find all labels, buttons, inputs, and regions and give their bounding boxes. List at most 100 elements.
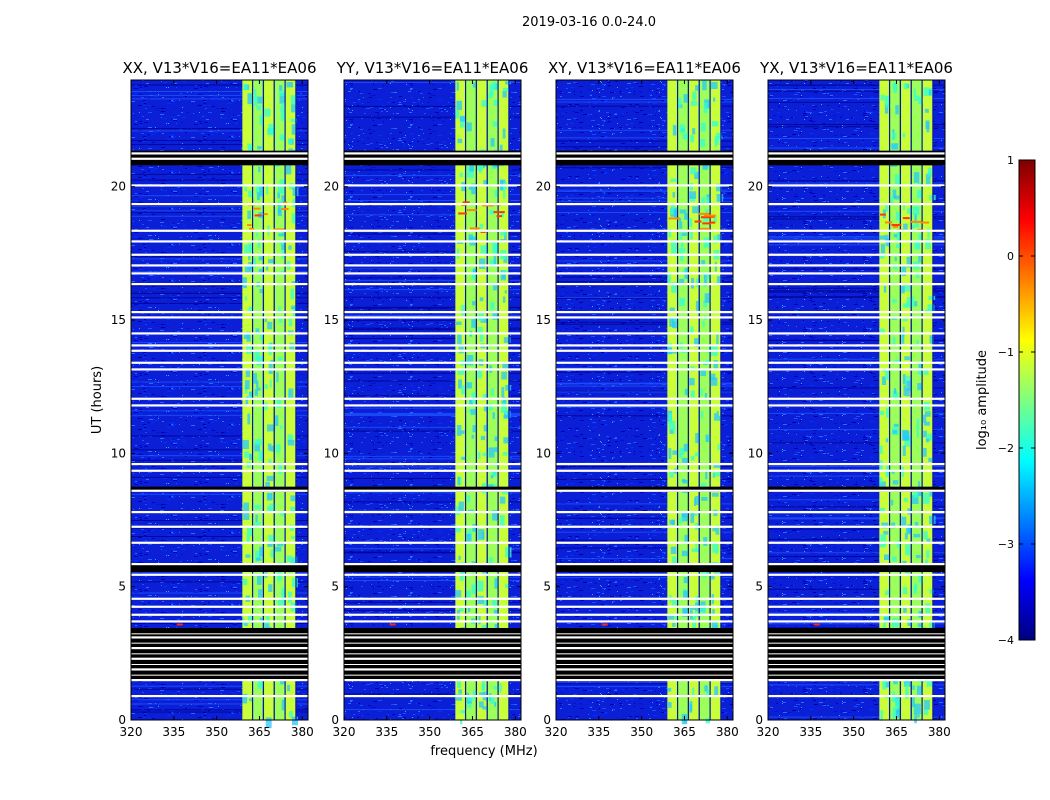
signal-texture [711, 620, 718, 629]
signal-texture [882, 680, 887, 690]
signal-texture [670, 546, 677, 554]
blank-row [556, 463, 733, 466]
signal-texture [270, 549, 275, 558]
rfi-streak [131, 128, 308, 130]
signal-texture [683, 590, 690, 599]
signal-texture [667, 271, 671, 283]
signal-texture [264, 567, 268, 578]
signal-texture [268, 534, 275, 545]
signal-texture [893, 387, 897, 394]
signal-texture [713, 464, 721, 468]
signal-texture [714, 686, 719, 697]
rfi-streak [344, 319, 521, 321]
signal-texture [255, 184, 260, 194]
signal-stripe [922, 80, 933, 720]
signal-texture [493, 255, 497, 267]
y-tick-label: 10 [536, 446, 551, 460]
signal-texture [255, 232, 259, 237]
signal-texture [481, 683, 485, 692]
signal-texture [917, 243, 920, 249]
blank-row [344, 657, 521, 660]
rfi-streak [344, 551, 521, 553]
rfi-streak [556, 558, 733, 560]
signal-texture [455, 694, 463, 701]
signal-texture [457, 138, 463, 144]
signal-texture [926, 675, 933, 687]
signal-texture [679, 452, 682, 458]
signal-texture [244, 186, 248, 192]
axes-frame [130, 79, 309, 721]
signal-texture [902, 132, 906, 138]
signal-texture [472, 82, 477, 88]
blank-row [768, 152, 945, 155]
rfi-streak [131, 622, 308, 624]
y-tick-label: 10 [111, 446, 126, 460]
signal-texture [246, 331, 251, 342]
hot-spot [480, 230, 486, 233]
x-tick-label: 350 [842, 725, 865, 739]
rfi-streak [344, 268, 521, 270]
rfi-streak [131, 271, 308, 273]
signal-texture [268, 123, 275, 135]
signal-texture [929, 491, 934, 497]
x-tick-label: 380 [504, 725, 527, 739]
colorbar-tick-label: −1 [998, 346, 1014, 359]
panel-yy: YY, V13*V16=EA11*EA06 320 335 350 365 380 0 5 10… [324, 59, 529, 739]
signal-texture [903, 203, 906, 210]
rfi-streak [344, 175, 521, 177]
signal-texture [248, 391, 253, 398]
rfi-streak [556, 406, 733, 408]
signal-texture [890, 499, 894, 506]
blank-row [131, 157, 308, 160]
signal-texture [256, 557, 262, 561]
signal-texture [923, 368, 929, 376]
blank-row [768, 642, 945, 644]
blank-row [344, 695, 521, 698]
signal-texture [266, 492, 273, 501]
signal-texture [691, 548, 699, 553]
rfi-streak [768, 597, 945, 599]
blank-row [556, 316, 733, 319]
rfi-streak [344, 601, 521, 603]
signal-texture [482, 394, 487, 399]
signal-stripe [455, 80, 465, 720]
signal-texture [693, 510, 698, 516]
y-tick-label: 20 [111, 180, 126, 194]
signal-texture [499, 515, 505, 526]
signal-texture [500, 270, 506, 281]
signal-texture [903, 497, 908, 502]
rfi-streak [131, 215, 308, 217]
rfi-streak [556, 323, 733, 325]
signal-texture [668, 615, 674, 620]
blank-row [131, 511, 308, 514]
signal-texture [916, 339, 919, 345]
y-tick-label: 10 [748, 446, 763, 460]
rfi-streak [768, 612, 945, 614]
rfi-streak [344, 277, 521, 279]
blank-row [556, 311, 733, 314]
rfi-streak [344, 576, 521, 578]
rfi-streak [344, 306, 521, 308]
blank-row [344, 264, 521, 267]
rfi-streak [768, 182, 945, 184]
signal-texture [912, 206, 920, 215]
rfi-streak [344, 413, 521, 415]
rfi-streak [131, 84, 308, 86]
rfi-streak [556, 539, 733, 541]
signal-texture [288, 388, 294, 399]
signal-texture [906, 297, 914, 307]
blank-row [556, 469, 733, 472]
signal-texture [893, 359, 901, 364]
y-tick-label: 15 [324, 313, 339, 327]
signal-texture [494, 244, 500, 256]
signal-texture [716, 276, 722, 286]
signal-texture [695, 452, 702, 457]
stripe-gap [284, 80, 286, 720]
y-tick-label: 15 [111, 313, 126, 327]
transient-spike [601, 623, 608, 626]
signal-texture [459, 115, 466, 122]
rfi-streak [768, 387, 945, 389]
signal-texture [903, 284, 911, 292]
signal-texture [890, 196, 894, 205]
rfi-streak [556, 321, 733, 323]
